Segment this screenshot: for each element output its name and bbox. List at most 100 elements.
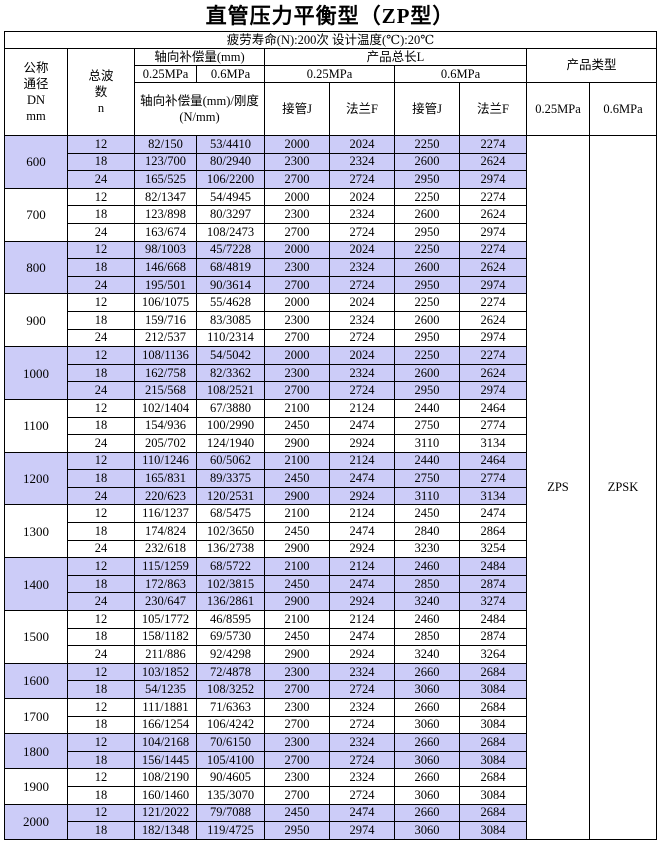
data-cell: 2474: [329, 803, 395, 823]
data-cell: 68/5475: [196, 504, 265, 524]
data-cell: 2950: [394, 170, 460, 189]
data-cell: 12: [67, 293, 135, 312]
data-cell: 156/1445: [134, 750, 197, 770]
data-cell: 2100: [264, 557, 330, 576]
table-row: 18 162/758 82/3362 2300 2324 2600 2624: [5, 363, 657, 383]
data-cell: 12: [67, 451, 135, 471]
data-cell: 2660: [394, 698, 460, 717]
data-cell: 18: [67, 363, 135, 383]
spec-table: 疲劳寿命(N):200次 设计温度(℃):20℃ 公称 通径 DN mm 总波数 n 轴向补偿…: [3, 31, 658, 840]
data-cell: 2100: [264, 504, 330, 524]
data-cell: 2460: [394, 610, 460, 629]
axial-pressure: 0.6MPa: [196, 65, 265, 83]
data-cell: 3240: [394, 645, 460, 664]
dn-cell: 800: [4, 240, 68, 295]
data-cell: 166/1254: [134, 715, 197, 735]
data-cell: 116/1237: [134, 504, 197, 524]
data-cell: 182/1348: [134, 821, 197, 840]
data-cell: 2100: [264, 610, 330, 629]
data-cell: 2250: [394, 135, 460, 154]
data-cell: 2850: [394, 574, 460, 594]
data-cell: 2600: [394, 258, 460, 277]
table-row: 2000 12 121/2022 79/7088 2450 2474 2660 2684: [4, 803, 657, 840]
data-cell: 2274: [459, 240, 527, 260]
data-cell: 2700: [264, 715, 330, 735]
data-cell: 70/6150: [196, 733, 265, 752]
data-cell: 98/1003: [134, 240, 197, 260]
data-cell: 2324: [329, 698, 395, 717]
table-row: 疲劳寿命(N):200次 设计温度(℃):20℃: [3, 31, 658, 49]
data-cell: 123/898: [134, 205, 197, 224]
data-cell: 2724: [329, 680, 395, 699]
data-cell: 2724: [329, 222, 395, 242]
dn-cell: 900: [4, 293, 68, 348]
table-row: 600 12 82/150 53/4410 2000 2024 2250 2274 ZPS ZPS…: [4, 135, 658, 840]
header-line: 数: [94, 85, 108, 99]
data-cell: 2000: [264, 293, 330, 312]
data-cell: 2300: [264, 662, 330, 682]
data-cell: 2924: [329, 486, 395, 506]
data-cell: 2900: [264, 486, 330, 506]
data-cell: 2724: [329, 381, 395, 400]
data-cell: 2484: [459, 557, 527, 576]
data-cell: 3134: [459, 434, 527, 453]
data-cell: 2440: [394, 398, 460, 418]
data-cell: 3084: [459, 821, 527, 840]
dn-cell: 1800: [4, 733, 68, 770]
data-cell: 2024: [329, 187, 395, 207]
data-cell: 55/4628: [196, 293, 265, 312]
data-cell: 2000: [264, 240, 330, 260]
table-row: 700 12 82/1347 54/4945 2000 2024 2250 2274: [4, 187, 657, 242]
data-cell: 106/2200: [196, 170, 265, 189]
data-cell: 195/501: [134, 275, 197, 295]
data-cell: 24: [67, 592, 135, 612]
data-cell: 12: [67, 803, 135, 823]
data-cell: 12: [67, 557, 135, 576]
data-cell: 103/1852: [134, 662, 197, 682]
data-cell: 82/150: [134, 135, 197, 154]
data-cell: 2474: [329, 627, 395, 647]
data-cell: 3240: [394, 592, 460, 612]
data-cell: 18: [67, 152, 135, 172]
data-cell: 2684: [459, 768, 527, 787]
data-cell: 2124: [329, 557, 395, 576]
data-cell: 3274: [459, 592, 527, 612]
data-cell: 2474: [459, 504, 527, 524]
data-cell: 2900: [264, 539, 330, 559]
data-cell: 105/1772: [134, 610, 197, 629]
data-cell: 2724: [329, 170, 395, 189]
data-cell: 2324: [329, 152, 395, 172]
data-cell: 2450: [264, 469, 330, 488]
data-cell: 2950: [394, 275, 460, 295]
data-cell: 3254: [459, 539, 527, 559]
data-cell: 2950: [394, 222, 460, 242]
data-cell: 2724: [329, 785, 395, 805]
data-cell: 2024: [329, 240, 395, 260]
data-cell: 2474: [329, 574, 395, 594]
length-pressure: 0.25MPa: [264, 65, 395, 83]
data-cell: 2450: [264, 803, 330, 823]
data-cell: 165/525: [134, 170, 197, 189]
data-cell: 2900: [264, 434, 330, 453]
data-cell: 2684: [459, 662, 527, 682]
data-cell: 18: [67, 416, 135, 436]
data-cell: 12: [67, 135, 135, 154]
data-cell: 2024: [329, 135, 395, 154]
data-cell: 2660: [394, 768, 460, 787]
data-cell: 24: [67, 486, 135, 506]
data-cell: 12: [67, 610, 135, 629]
data-cell: 108/1136: [134, 346, 197, 365]
data-cell: 100/2990: [196, 416, 265, 436]
table-row: 24 220/623 120/2531 2900 2924 3110 3134: [5, 486, 657, 506]
data-cell: 2874: [459, 627, 527, 647]
data-cell: 106/4242: [196, 715, 265, 735]
table-row: 1500 12 105/1772 46/8595 2100 2124 2460 2484: [4, 610, 657, 664]
length-column: 法兰F: [329, 82, 395, 136]
data-cell: 110/1246: [134, 451, 197, 471]
data-cell: 2000: [264, 187, 330, 207]
axial-stiffness-header: 轴向补偿量(mm)/刚度(N/mm): [134, 82, 265, 136]
data-cell: 2724: [329, 715, 395, 735]
data-cell: 154/936: [134, 416, 197, 436]
data-cell: 89/3375: [196, 469, 265, 488]
data-cell: 60/5062: [196, 451, 265, 471]
